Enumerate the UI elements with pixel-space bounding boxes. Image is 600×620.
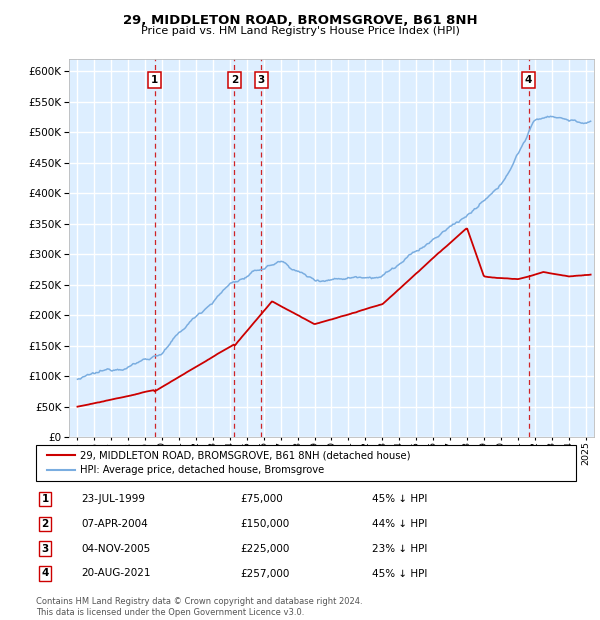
Text: 3: 3 bbox=[257, 75, 265, 85]
Text: £150,000: £150,000 bbox=[240, 519, 289, 529]
Text: Price paid vs. HM Land Registry's House Price Index (HPI): Price paid vs. HM Land Registry's House … bbox=[140, 26, 460, 36]
Text: 2: 2 bbox=[41, 519, 49, 529]
Text: 45% ↓ HPI: 45% ↓ HPI bbox=[372, 569, 427, 578]
Text: 3: 3 bbox=[41, 544, 49, 554]
Text: 4: 4 bbox=[525, 75, 532, 85]
Text: 29, MIDDLETON ROAD, BROMSGROVE, B61 8NH (detached house): 29, MIDDLETON ROAD, BROMSGROVE, B61 8NH … bbox=[80, 450, 410, 460]
Text: 4: 4 bbox=[41, 569, 49, 578]
Text: 45% ↓ HPI: 45% ↓ HPI bbox=[372, 494, 427, 504]
Text: 23% ↓ HPI: 23% ↓ HPI bbox=[372, 544, 427, 554]
Text: 1: 1 bbox=[151, 75, 158, 85]
Text: 44% ↓ HPI: 44% ↓ HPI bbox=[372, 519, 427, 529]
Text: 20-AUG-2021: 20-AUG-2021 bbox=[81, 569, 151, 578]
Text: 1: 1 bbox=[41, 494, 49, 504]
Text: £75,000: £75,000 bbox=[240, 494, 283, 504]
Text: 29, MIDDLETON ROAD, BROMSGROVE, B61 8NH: 29, MIDDLETON ROAD, BROMSGROVE, B61 8NH bbox=[122, 14, 478, 27]
Text: £225,000: £225,000 bbox=[240, 544, 289, 554]
Text: HPI: Average price, detached house, Bromsgrove: HPI: Average price, detached house, Brom… bbox=[80, 466, 324, 476]
Text: 2: 2 bbox=[231, 75, 238, 85]
Text: Contains HM Land Registry data © Crown copyright and database right 2024.
This d: Contains HM Land Registry data © Crown c… bbox=[36, 598, 362, 617]
Text: 07-APR-2004: 07-APR-2004 bbox=[81, 519, 148, 529]
Text: 04-NOV-2005: 04-NOV-2005 bbox=[81, 544, 150, 554]
Text: £257,000: £257,000 bbox=[240, 569, 289, 578]
Text: 23-JUL-1999: 23-JUL-1999 bbox=[81, 494, 145, 504]
